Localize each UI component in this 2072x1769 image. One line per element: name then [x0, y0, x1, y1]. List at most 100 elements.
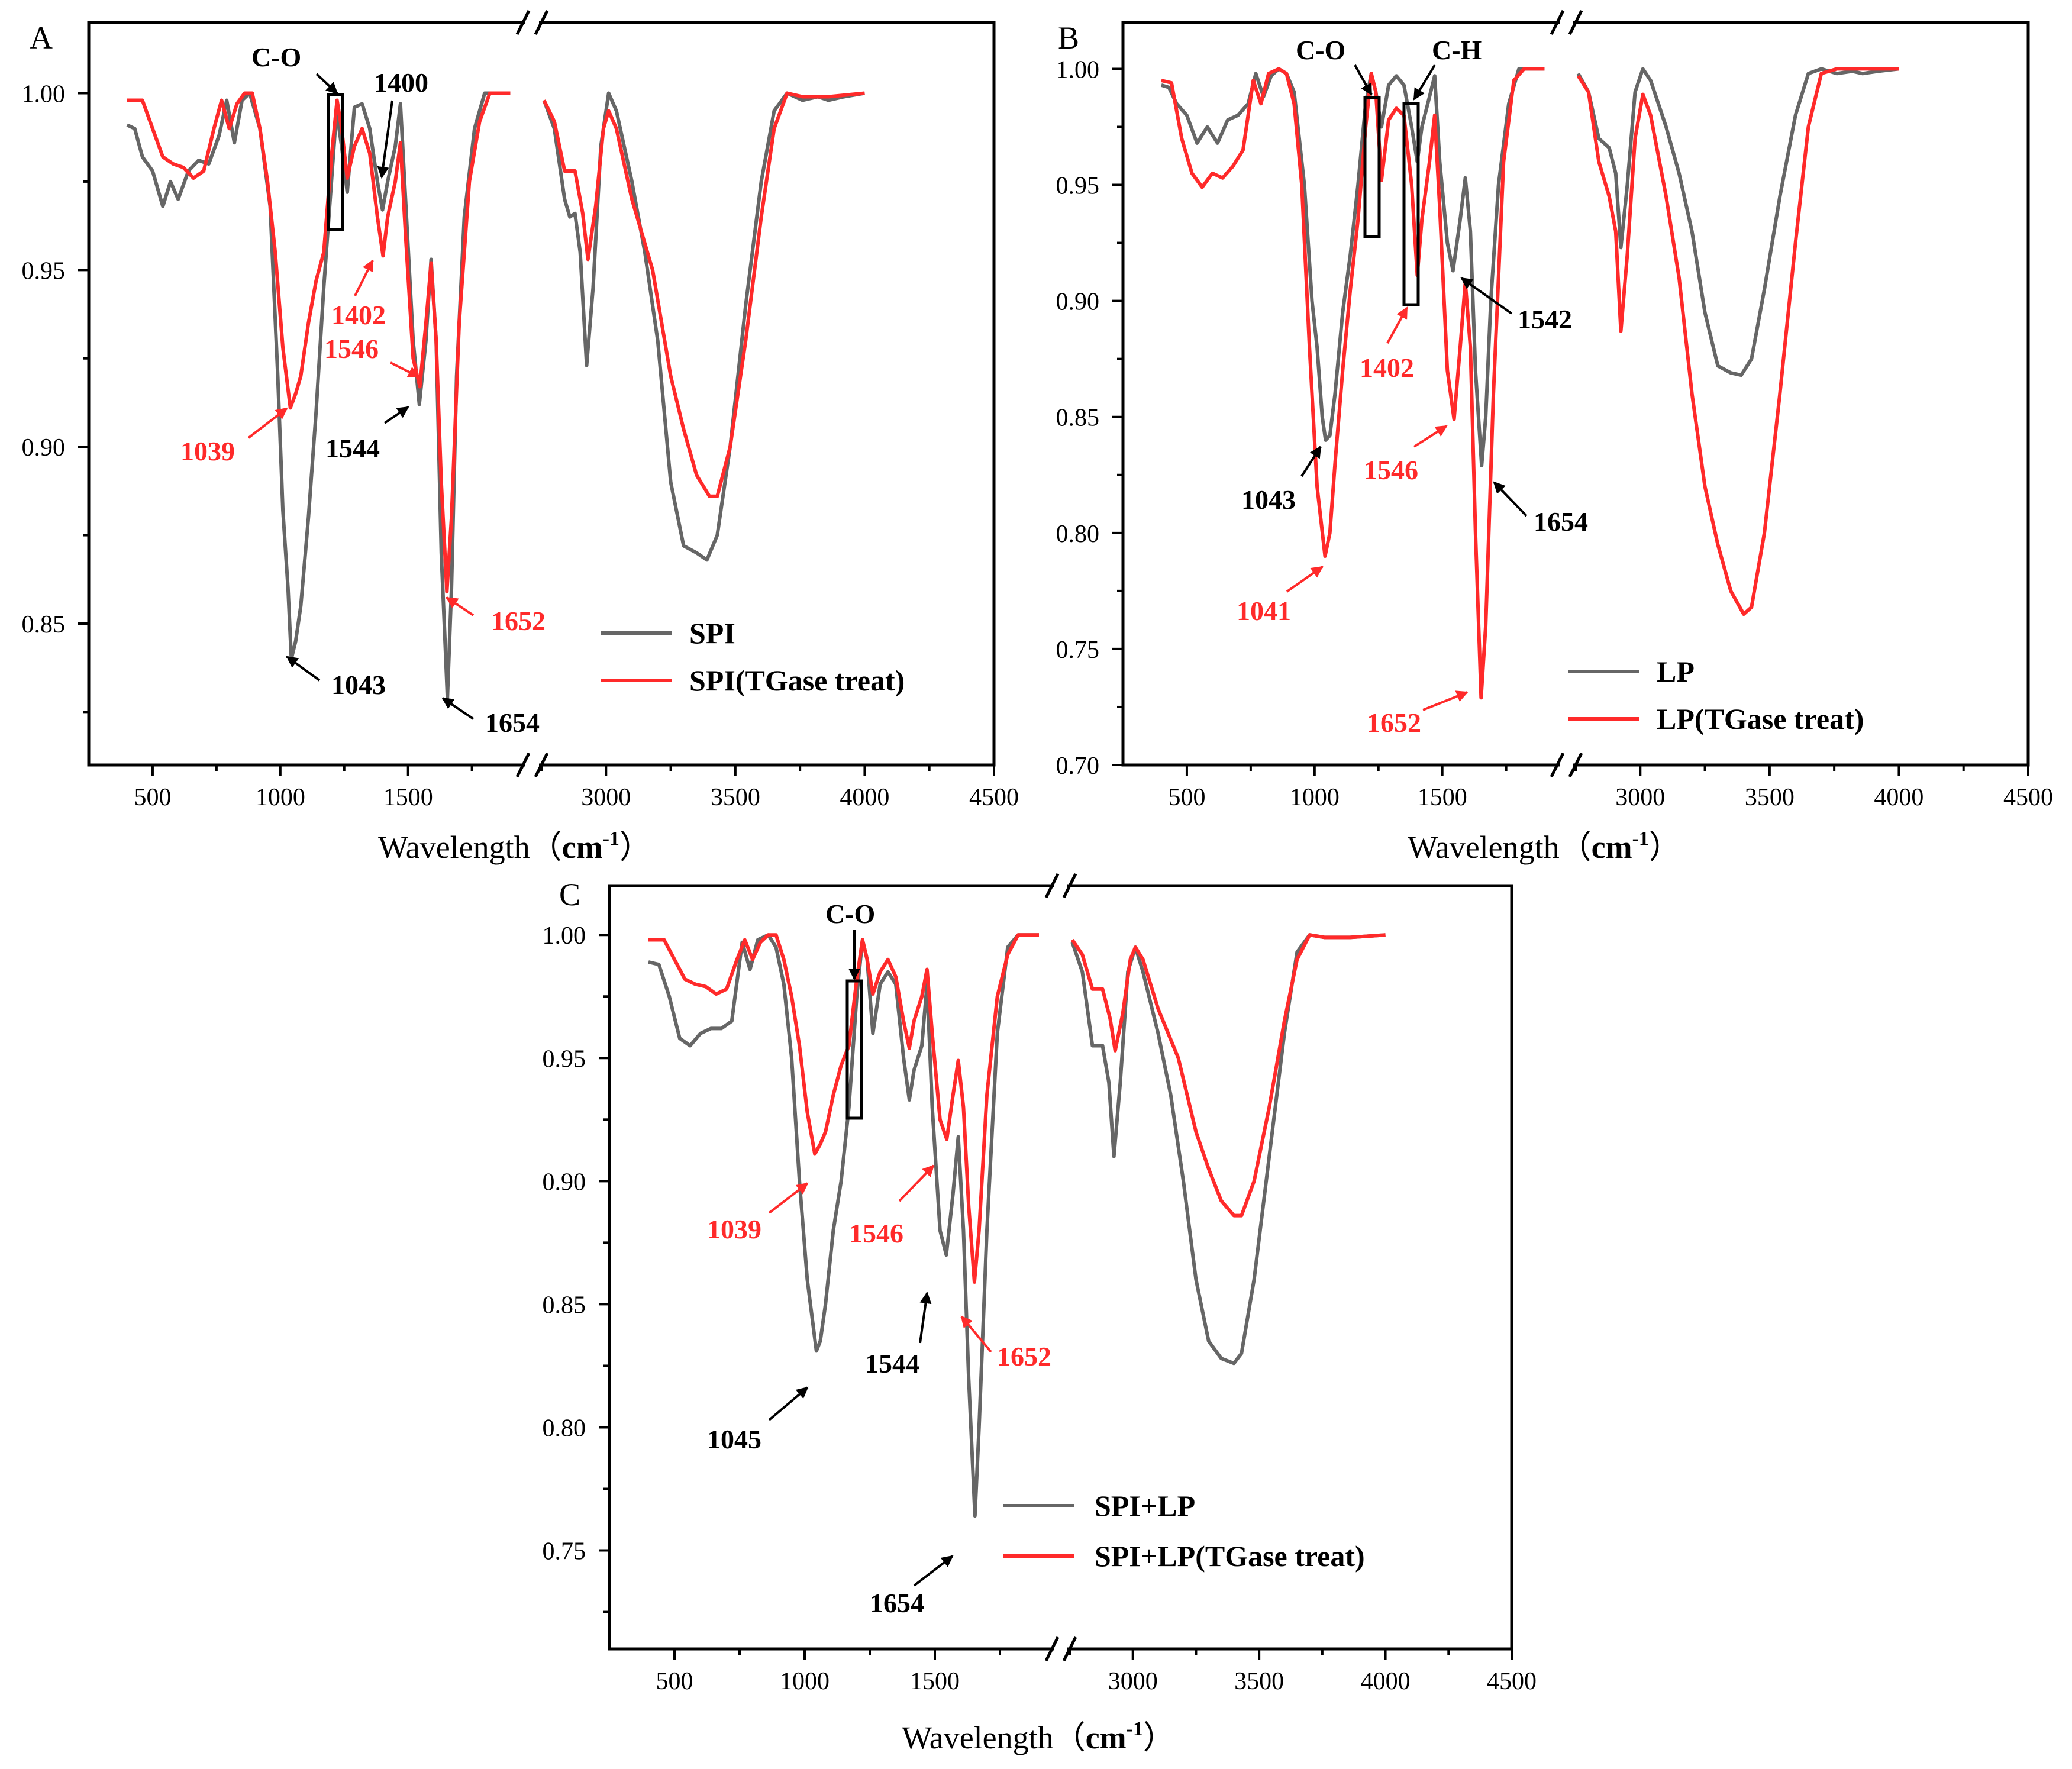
axis-break-slash [1550, 9, 1565, 35]
plot-frame [87, 21, 996, 767]
plot-frame [1121, 21, 2030, 767]
annotation-1654: 1654 [870, 1588, 924, 1618]
series-line-lp-tgase-treat-right [1576, 67, 1899, 616]
annotation-arrow-1546 [1413, 425, 1448, 448]
x-tick-label: 4500 [1487, 1668, 1537, 1695]
annotation-arrow-1043 [1300, 446, 1322, 477]
axis-break-slash [1044, 873, 1060, 899]
annotation-arrow-1546 [898, 1164, 935, 1202]
y-tick-label: 1.00 [1056, 56, 1100, 83]
panel-b: B 500 1000 1500 3000 3500 4000 4500 0.70 0.75 0.8… [1056, 9, 2053, 865]
y-tick-label: 0.80 [1056, 521, 1100, 548]
panel-letter: B [1058, 20, 1079, 56]
annotation-1402: 1402 [1360, 353, 1414, 383]
axis-break-slash [534, 9, 549, 35]
x-tick-label: 3000 [1615, 784, 1665, 811]
annotation-arrow-1546 [390, 361, 420, 378]
annotation-1544: 1544 [325, 433, 380, 463]
x-tick-label: 1500 [383, 784, 433, 811]
annotation-arrow-1045 [768, 1386, 809, 1421]
plot-area: 500 1000 1500 3000 3500 4000 4500 0.75 0.80 0.85 0… [543, 873, 1537, 1695]
c-o-box [845, 979, 863, 1120]
annotation-1654: 1654 [1534, 506, 1588, 537]
axis-break-gap [1560, 761, 1573, 769]
annotation-arrow-1041 [1286, 566, 1324, 593]
annotation-1546: 1546 [849, 1218, 903, 1248]
axis-break-slash [515, 752, 531, 778]
annotation-arrow-1402 [1386, 306, 1408, 344]
annotation-arrow-1544 [383, 406, 409, 424]
series-line-lp-left [1160, 67, 1545, 468]
x-axis-title: Wavelength（cm-1） [1408, 828, 1681, 865]
y-tick-label: 0.75 [543, 1538, 586, 1565]
legend-label-spi-lp: SPI+LP [1095, 1489, 1195, 1522]
y-tick-label: 0.90 [543, 1168, 586, 1196]
axis-break-gap [1054, 1645, 1067, 1652]
axis-break-gap [1560, 19, 1573, 26]
annotation-arrow-1652 [1422, 690, 1469, 711]
annotation-arrow-c-o [1354, 64, 1373, 96]
annotation-arrow-1654 [441, 697, 475, 720]
axis-break-slash [1568, 9, 1583, 35]
x-tick-label: 3500 [711, 784, 760, 811]
x-axis-title: Wavelength（cm-1） [378, 828, 651, 865]
annotation-1654: 1654 [485, 708, 540, 738]
axis-break-slash [1550, 752, 1565, 778]
series-line-spi-lp-tgase-treat-right [1070, 933, 1386, 1218]
x-tick-label: 1000 [256, 784, 305, 811]
y-tick-label: 0.95 [22, 257, 66, 285]
y-tick-label: 0.85 [1056, 405, 1100, 432]
annotation-arrow-1544 [919, 1292, 932, 1344]
x-tick-label: 4500 [2003, 784, 2053, 811]
y-tick-label: 0.75 [1056, 637, 1100, 664]
annotation-arrow-c-o [315, 73, 338, 95]
annotation-c-h: C-H [1432, 35, 1482, 65]
annotation-1041: 1041 [1237, 596, 1291, 626]
annotation-arrow-c-h [1413, 64, 1436, 101]
x-tick-label: 3500 [1234, 1668, 1284, 1695]
legend-label-spi-lp-tgase: SPI+LP(TGase treat) [1095, 1539, 1365, 1573]
annotation-arrow-1652 [446, 596, 475, 616]
panel-letter: C [559, 877, 580, 912]
series-line-spi-left [126, 91, 511, 700]
x-tick-label: 4000 [1361, 1668, 1411, 1695]
x-tick-label: 1500 [910, 1668, 960, 1695]
annotation-1039: 1039 [707, 1214, 761, 1244]
legend-label-spi-tgase: SPI(TGase treat) [689, 664, 905, 697]
x-tick-label: 3500 [1745, 784, 1795, 811]
y-tick-label: 0.85 [22, 611, 66, 638]
axis-break-slash [1044, 1636, 1060, 1662]
annotation-1045: 1045 [707, 1424, 761, 1454]
axis-break-gap [1054, 882, 1067, 889]
plot-area: 500 1000 1500 3000 3500 4000 4500 0.85 0.90 0.95 1… [22, 9, 1019, 811]
x-tick-label: 1500 [1418, 784, 1467, 811]
x-tick-label: 3000 [581, 784, 631, 811]
c-h-box [1402, 102, 1420, 306]
annotation-1400: 1400 [374, 67, 428, 98]
series-line-spi-lp-tgase-treat-left [648, 933, 1039, 1284]
series-line-spi-tgase-treat-left [127, 91, 511, 594]
annotation-c-o: C-O [825, 899, 875, 929]
series-line-spi-tgase-treat-right [542, 91, 865, 498]
series-line-lp-right [1576, 67, 1899, 377]
annotation-1652: 1652 [491, 606, 546, 636]
panel-a: A 500 1000 1500 3000 3500 4000 4500 0.85 0.90 0.9… [22, 9, 1019, 865]
plot-frame [608, 884, 1513, 1651]
y-tick-label: 0.70 [1056, 753, 1100, 780]
legend-label-lp: LP [1657, 655, 1695, 688]
annotation-c-o: C-O [251, 42, 301, 72]
annotation-1544: 1544 [865, 1348, 919, 1379]
x-tick-label: 3000 [1108, 1668, 1158, 1695]
annotation-arrow-1654 [913, 1555, 954, 1587]
x-tick-label: 500 [656, 1668, 693, 1695]
axis-break-gap [525, 19, 539, 26]
plot-area: 500 1000 1500 3000 3500 4000 4500 0.70 0.75 0.80 0… [1056, 9, 2053, 811]
y-tick-label: 0.95 [543, 1045, 586, 1073]
axis-break-slash [515, 9, 531, 35]
x-tick-label: 4000 [1874, 784, 1923, 811]
x-tick-label: 1000 [780, 1668, 830, 1695]
x-tick-label: 500 [134, 784, 171, 811]
annotation-1652: 1652 [997, 1341, 1051, 1371]
x-tick-label: 4500 [969, 784, 1019, 811]
